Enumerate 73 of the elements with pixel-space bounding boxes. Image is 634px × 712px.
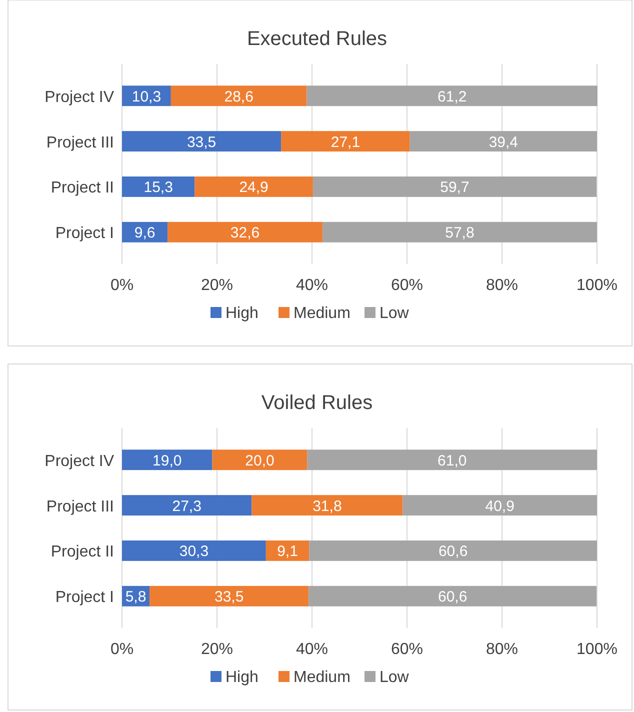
bar (122, 495, 252, 516)
x-tick-label: 0% (110, 641, 134, 658)
chart-title: Voiled Rules (261, 392, 373, 414)
x-tick-label: 60% (390, 641, 424, 658)
data-label: 60,6 (438, 543, 468, 560)
legend-label: High (226, 305, 258, 322)
data-label: 33,5 (214, 588, 244, 606)
bar (266, 540, 310, 561)
bar (122, 450, 212, 470)
chart-title: Executed Rules (246, 28, 388, 50)
bar (212, 450, 308, 470)
data-label: 30,3 (179, 543, 209, 560)
bar (410, 131, 597, 152)
data-label: 32,6 (230, 224, 260, 242)
y-tick-label: Project I (55, 589, 114, 606)
legend-label: Medium (294, 305, 350, 322)
y-tick-label: Project IV (44, 452, 114, 470)
bar (150, 586, 309, 606)
legend-label: Medium (294, 669, 350, 686)
x-tick-label: 100% (576, 277, 618, 294)
bar (402, 495, 597, 516)
data-label: 24,9 (239, 179, 268, 196)
data-label: 19,0 (152, 452, 182, 470)
x-tick-label: 20% (200, 641, 234, 658)
data-label: 40,9 (485, 498, 514, 515)
y-tick-label: Project II (50, 544, 114, 561)
data-label: 59,7 (440, 179, 470, 196)
bar (306, 86, 598, 106)
x-tick-label: 40% (296, 277, 328, 294)
data-label: 20,0 (245, 452, 274, 470)
data-label: 15,3 (144, 179, 173, 196)
data-label: 10,3 (132, 88, 162, 106)
bar (170, 86, 307, 106)
x-tick-label: 0% (110, 277, 134, 294)
y-tick-label: Project II (50, 180, 114, 197)
data-label: 61,2 (438, 88, 467, 106)
bar (281, 131, 410, 152)
x-tick-label: 80% (486, 277, 518, 294)
data-label: 60,6 (438, 588, 468, 606)
y-tick-label: Project III (46, 134, 114, 152)
x-tick-label: 60% (390, 277, 424, 294)
legend-label: Low (380, 305, 410, 322)
bar (168, 222, 322, 242)
bar (322, 222, 597, 242)
bar (308, 586, 597, 606)
x-tick-label: 20% (200, 277, 234, 294)
y-tick-label: Project III (46, 498, 114, 516)
x-tick-label: 40% (296, 641, 328, 658)
data-label: 33,5 (186, 134, 216, 151)
y-tick-label: Project IV (44, 88, 114, 106)
data-label: 9,1 (277, 543, 298, 560)
bar (307, 450, 597, 470)
bar (312, 176, 597, 197)
bar (194, 176, 313, 197)
x-tick-label: 100% (576, 641, 618, 658)
x-tick-label: 80% (486, 641, 518, 658)
data-label: 61,0 (438, 452, 467, 470)
legend-label: Low (380, 669, 410, 686)
bar (122, 176, 195, 197)
data-label: 28,6 (224, 88, 254, 106)
bar (122, 540, 266, 561)
bar (309, 540, 597, 561)
legend-label: High (226, 669, 258, 686)
data-label: 9,6 (134, 224, 156, 242)
data-label: 39,4 (488, 134, 518, 151)
bar (252, 495, 403, 516)
data-label: 27,3 (172, 498, 202, 515)
data-label: 5,8 (125, 588, 146, 606)
data-label: 57,8 (445, 224, 474, 242)
data-label: 27,1 (330, 134, 360, 151)
bar (122, 131, 282, 152)
y-tick-label: Project I (55, 225, 114, 242)
data-label: 31,8 (312, 498, 342, 515)
